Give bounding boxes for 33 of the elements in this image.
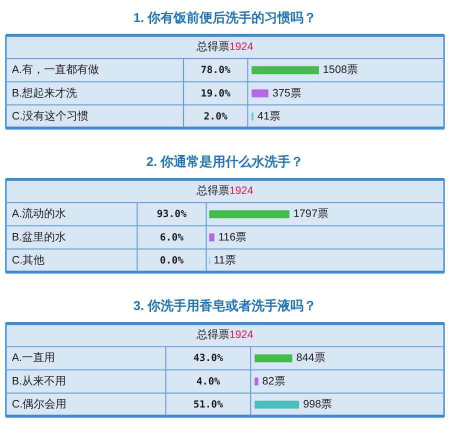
text: 6.0% [160, 232, 184, 244]
chart-subtitle: 总得票1924 [196, 40, 254, 53]
text: 2.0% [204, 111, 228, 122]
chart-title: 1. 你有饭前便后洗手的习惯吗？ [133, 10, 317, 26]
data-label: 11票 [214, 254, 236, 267]
data-label: 375票 [272, 87, 302, 100]
chart-title: 2. 你通常是用什么水洗手？ [146, 154, 304, 170]
data-label: 116票 [218, 231, 247, 244]
text: 0.0% [160, 256, 184, 267]
data-label: 1508票 [322, 64, 358, 76]
chart-subtitle: 总得票1924 [196, 184, 254, 197]
text: 51.0% [193, 400, 224, 411]
y-tick-label: C.没有这个习惯 [12, 109, 89, 122]
chart-subtitle: 总得票1924 [196, 328, 254, 342]
y-tick-label: C.其他 [12, 254, 45, 267]
y-tick-label: A.一直用 [12, 351, 56, 364]
text: 4.0% [196, 376, 220, 388]
chart-title: 3. 你洗手用香皂或者洗手液吗？ [133, 298, 317, 314]
text: 78.0% [200, 65, 231, 76]
y-tick-label: A.有，一直都有做 [12, 63, 100, 76]
data-label: 998票 [303, 398, 332, 411]
y-tick-label: A.流动的水 [12, 207, 66, 220]
text: 93.0% [156, 209, 187, 220]
text: 19.0% [200, 88, 231, 100]
y-tick-label: B.从来不用 [12, 374, 66, 388]
y-tick-label: B.想起来才洗 [12, 86, 78, 100]
y-tick-label: C.偶尔会用 [12, 398, 67, 411]
data-label: 1797票 [293, 208, 328, 220]
data-label: 844票 [296, 352, 326, 364]
data-label: 82票 [262, 375, 286, 388]
data-label: 41票 [257, 110, 280, 122]
y-tick-label: B.盆里的水 [12, 230, 66, 244]
text: 43.0% [193, 353, 224, 364]
